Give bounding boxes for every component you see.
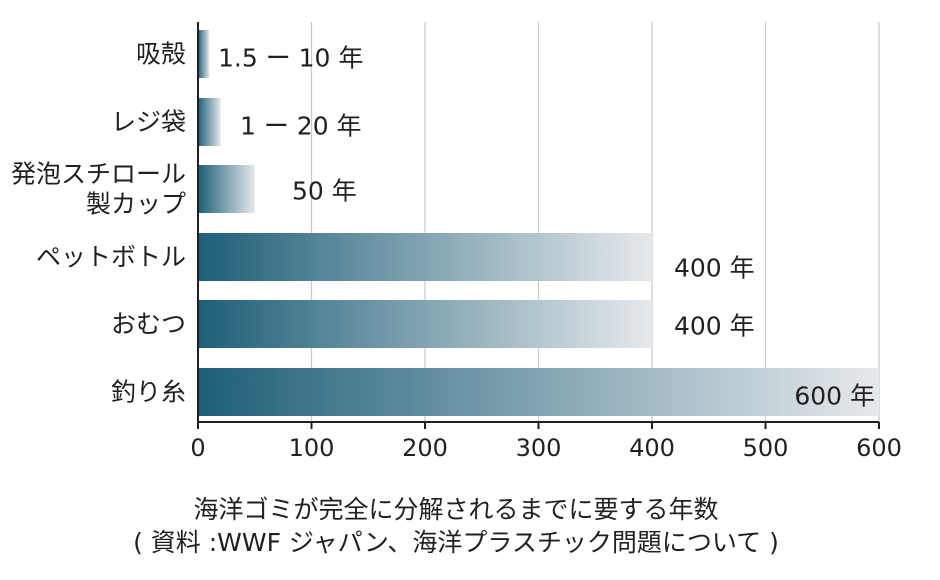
category-label: おむつ <box>111 310 186 339</box>
x-tick-label: 300 <box>516 434 562 462</box>
bar <box>198 165 255 213</box>
value-label: 1.5 ー 10 年 <box>218 44 363 73</box>
x-axis: 0 100 200 300 400 500 600 <box>190 22 902 462</box>
value-label: 400 年 <box>674 254 755 283</box>
value-label: 600 年 <box>794 382 875 411</box>
bar <box>198 98 221 146</box>
category-label: レジ袋 <box>111 108 186 137</box>
bar <box>198 368 879 416</box>
caption-title: 海洋ゴミが完全に分解されるまでに要する年数 <box>193 495 719 524</box>
grid-lines <box>310 22 880 422</box>
bars <box>198 30 879 416</box>
value-label: 400 年 <box>674 312 755 341</box>
x-tick-label: 100 <box>289 434 335 462</box>
x-tick-label: 600 <box>856 434 902 462</box>
x-tick-label: 200 <box>402 434 448 462</box>
x-tick-label: 400 <box>629 434 675 462</box>
caption-source: ( 資料 :WWF ジャパン、海洋プラスチック問題について ) <box>133 528 779 557</box>
x-tick-label: 500 <box>743 434 789 462</box>
bar <box>198 30 210 78</box>
bar-chart: 0 100 200 300 400 500 600 吸殻レジ袋発泡スチロール製カップペットボ… <box>11 22 902 462</box>
value-labels: 1.5 ー 10 年 1 ー 20 年 50 年 400 年 400 年 600 年 <box>218 44 875 411</box>
category-label: 発泡スチロール製カップ <box>11 160 186 219</box>
x-tick-label: 0 <box>190 434 205 462</box>
value-label: 1 ー 20 年 <box>240 112 362 141</box>
bar <box>198 233 652 281</box>
category-label: ペットボトル <box>36 243 186 272</box>
value-label: 50 年 <box>292 177 357 206</box>
category-label: 釣り糸 <box>111 378 186 407</box>
bar <box>198 300 652 348</box>
category-label: 吸殻 <box>136 40 186 69</box>
